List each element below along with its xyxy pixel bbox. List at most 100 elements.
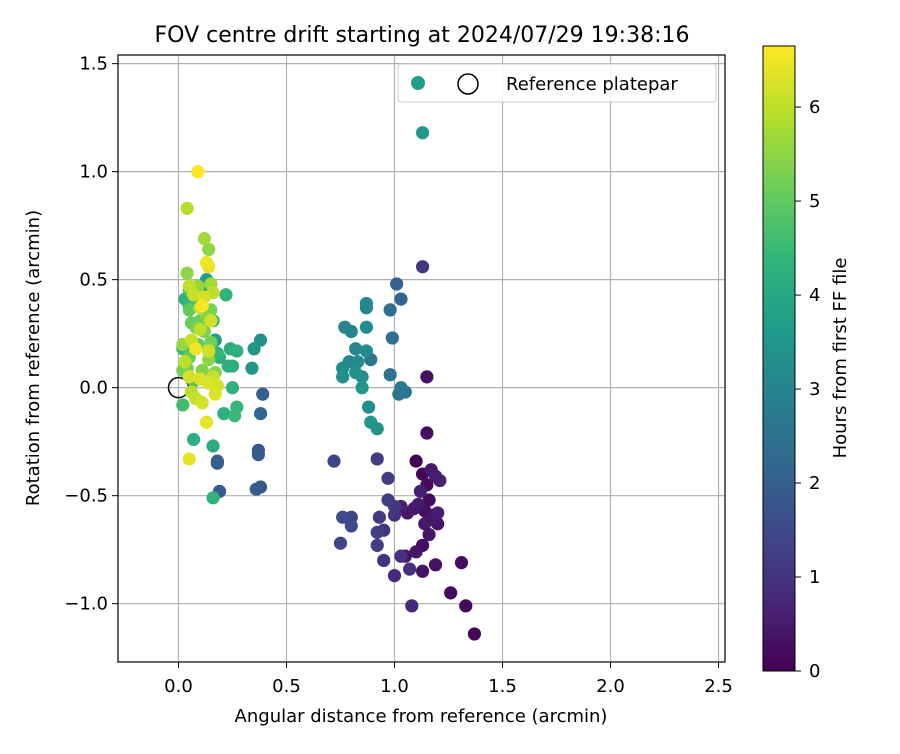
scatter-point <box>433 473 447 488</box>
scatter-point <box>349 342 363 356</box>
x-tick-label: 0.0 <box>164 676 193 697</box>
scatter-point <box>359 320 374 334</box>
scatter-point <box>361 400 376 414</box>
scatter-point <box>199 415 214 429</box>
scatter-point <box>195 396 209 410</box>
scatter-point <box>444 586 458 600</box>
scatter-point <box>202 376 216 390</box>
scatter-point <box>351 355 365 369</box>
scatter-point <box>394 381 408 395</box>
scatter-point <box>180 266 194 280</box>
scatter-point <box>193 322 207 336</box>
colorbar-tick-label: 2 <box>809 473 820 494</box>
scatter-point <box>230 344 244 358</box>
scatter-point <box>359 344 374 358</box>
scatter-point <box>202 344 216 358</box>
scatter-point <box>187 432 201 447</box>
scatter-point <box>364 415 378 429</box>
scatter-point <box>210 456 224 470</box>
scatter-point <box>415 126 430 140</box>
scatter-point <box>180 201 194 215</box>
scatter-point <box>394 292 408 306</box>
scatter-point <box>199 255 214 269</box>
colorbar-tick-label: 4 <box>809 285 820 306</box>
scatter-point <box>422 493 436 507</box>
scatter-point <box>182 303 196 317</box>
scatter-point <box>336 510 350 524</box>
scatter-point <box>253 406 268 421</box>
scatter-point <box>394 549 408 563</box>
scatter-point <box>411 497 425 511</box>
scatter-point <box>428 558 443 572</box>
scatter-point <box>206 439 220 453</box>
scatter-point <box>415 260 430 274</box>
colorbar-tick-label: 6 <box>809 97 820 118</box>
scatter-points <box>176 126 482 641</box>
colorbar-ticks: 0 1 2 3 4 5 6 <box>795 97 820 682</box>
scatter-point <box>413 484 428 498</box>
scatter-point <box>333 536 348 550</box>
colorbar-tick-label: 5 <box>809 191 820 212</box>
scatter-point <box>204 314 218 328</box>
y-tick-label: 1.0 <box>79 162 108 183</box>
colorbar-tick-label: 1 <box>809 567 820 588</box>
scatter-point <box>191 165 205 179</box>
scatter-point <box>256 387 270 401</box>
scatter-point <box>372 510 386 524</box>
scatter-point <box>189 342 203 356</box>
scatter-point <box>370 452 384 466</box>
scatter-point <box>349 365 363 380</box>
scatter-point <box>403 562 417 576</box>
scatter-point <box>197 232 212 246</box>
scatter-point <box>415 564 430 578</box>
scatter-point <box>390 277 404 291</box>
scatter-point <box>221 359 235 373</box>
legend-marker-filled <box>411 76 425 90</box>
legend-box <box>397 63 717 103</box>
scatter-point <box>383 303 397 317</box>
scatter-point <box>405 599 419 613</box>
y-tick-label: 0.0 <box>79 378 108 399</box>
colorbar-gradient <box>762 45 796 672</box>
y-tick-label: −1.0 <box>64 594 108 615</box>
scatter-point <box>385 331 399 345</box>
scatter-point <box>176 398 190 412</box>
legend-label-reference: Reference platepar <box>506 74 678 95</box>
scatter-point <box>202 242 216 257</box>
colorbar-tick-label: 0 <box>809 661 820 682</box>
y-tick-label: 0.5 <box>79 270 108 291</box>
x-tick-label: 2.5 <box>704 676 733 697</box>
scatter-point <box>383 368 397 382</box>
colorbar-tick-label: 3 <box>809 379 820 400</box>
scatter-point <box>182 370 196 384</box>
scatter-point <box>370 538 384 552</box>
legend: Reference platepar <box>397 63 717 103</box>
scatter-point <box>217 406 231 421</box>
scatter-point <box>422 527 436 542</box>
colorbar-label: Hours from first FF file <box>830 258 851 459</box>
scatter-point <box>344 519 358 533</box>
scatter-point <box>467 627 482 641</box>
y-axis-label: Rotation from reference (arcmin) <box>23 210 44 506</box>
scatter-point <box>187 288 201 302</box>
scatter-point <box>251 448 266 462</box>
scatter-point <box>409 545 423 559</box>
scatter-point <box>381 493 395 507</box>
scatter-point <box>247 342 261 356</box>
colorbar: 0 1 2 3 4 5 6 Hours from first FF file <box>762 45 851 682</box>
x-axis-label: Angular distance from reference (arcmin) <box>235 706 608 727</box>
scatter-point <box>454 556 469 570</box>
x-tick-label: 0.5 <box>272 676 301 697</box>
scatter-point <box>338 320 352 334</box>
scatter-point <box>409 454 423 468</box>
scatter-point <box>228 409 242 423</box>
x-tick-label: 1.5 <box>488 676 517 697</box>
scatter-point <box>327 454 341 468</box>
scatter-point <box>245 361 259 375</box>
scatter-point <box>355 381 369 395</box>
x-tick-label: 1.0 <box>380 676 409 697</box>
scatter-point <box>381 471 395 485</box>
scatter-point <box>370 525 384 539</box>
axis-ticks: 0.0 0.5 1.0 1.5 2.0 2.5 −1.0 −0.5 0.0 0.5 1.0 1.5 <box>64 54 733 697</box>
scatter-point <box>208 387 222 401</box>
